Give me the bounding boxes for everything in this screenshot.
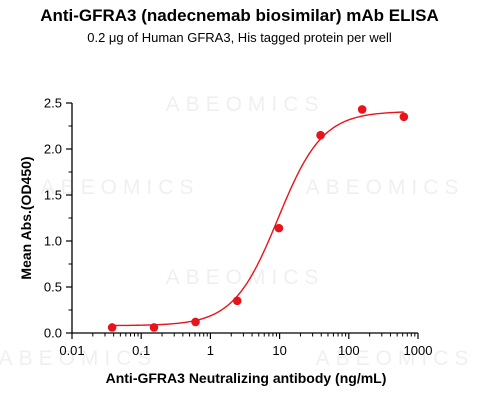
- data-point: [149, 323, 159, 332]
- y-axis-label: Mean Abs.(OD450): [18, 156, 34, 279]
- data-point: [107, 323, 117, 332]
- watermark-text: ABEOMICS: [0, 347, 157, 370]
- x-tick-label: 10: [272, 343, 286, 358]
- x-tick-label: 0.1: [132, 343, 150, 358]
- fit-curve: [112, 111, 404, 327]
- y-tick-label: 1.0: [44, 234, 62, 249]
- watermark-layer: ABEOMICS ABEOMICS ABEOMICS ABEOMICS ABEOMICS…: [0, 93, 475, 370]
- axes: [71, 103, 418, 334]
- watermark-text: ABEOMICS: [166, 266, 325, 289]
- data-point: [274, 223, 284, 233]
- x-tick-label: 100: [338, 343, 360, 358]
- chart-title: Anti-GFRA3 (nadecnemab biosimilar) mAb E…: [40, 6, 439, 25]
- watermark-text: ABEOMICS: [166, 93, 325, 116]
- x-tick-label: 1: [207, 343, 214, 358]
- data-point: [191, 317, 200, 327]
- y-tick-label: 2.0: [44, 142, 62, 157]
- data-point: [399, 112, 409, 122]
- watermark-text: ABEOMICS: [41, 176, 200, 199]
- x-tick-label: 0.01: [59, 343, 84, 358]
- data-point: [316, 130, 325, 140]
- data-point: [357, 105, 367, 114]
- ticks: 0.01 0.1 1 10 100 1000 0.0 0.5 1.0 1.5 2.0 2.5: [44, 96, 433, 359]
- y-tick-label: 0.5: [44, 280, 62, 295]
- y-tick-label: 1.5: [44, 188, 62, 203]
- watermark-text: ABEOMICS: [316, 347, 475, 370]
- y-tick-label: 0.0: [44, 326, 62, 341]
- x-axis-label: Anti-GFRA3 Neutralizing antibody (ng/mL): [106, 370, 387, 386]
- x-tick-label: 1000: [404, 343, 433, 358]
- data-point: [232, 296, 242, 306]
- watermark-text: ABEOMICS: [306, 176, 465, 199]
- data-points: [107, 105, 409, 332]
- chart-subtitle: 0.2 μg of Human GFRA3, His tagged protei…: [87, 30, 392, 45]
- y-tick-label: 2.5: [44, 96, 62, 111]
